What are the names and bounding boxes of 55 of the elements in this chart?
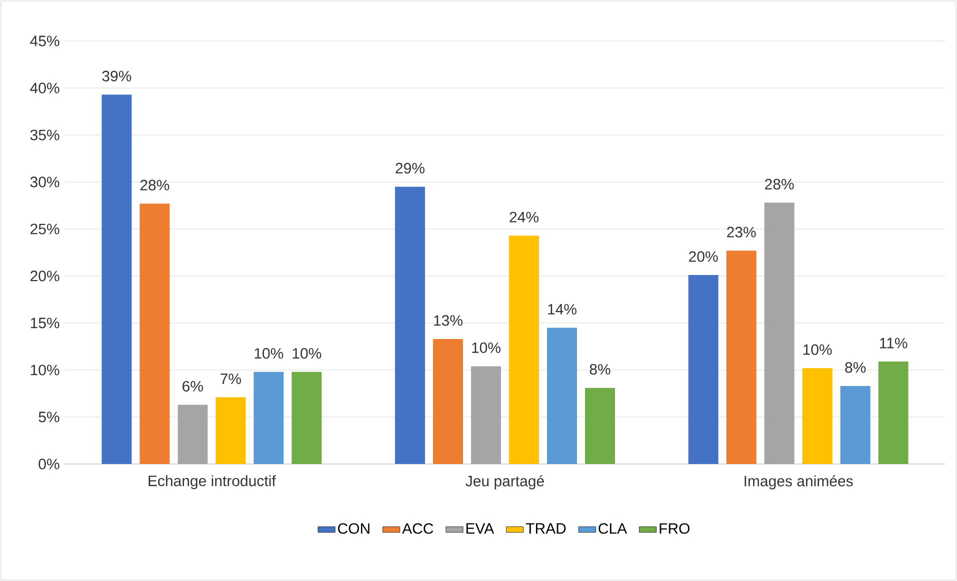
bar xyxy=(878,362,908,464)
data-label: 20% xyxy=(689,251,718,262)
bar xyxy=(102,94,132,464)
bar xyxy=(254,372,284,464)
x-tick-label: Images animées xyxy=(744,475,853,490)
bar xyxy=(178,404,208,464)
data-label: 6% xyxy=(182,380,203,392)
bar xyxy=(140,204,170,464)
x-tick-label: Jeu partagé xyxy=(466,475,544,490)
data-label: 23% xyxy=(727,226,756,238)
data-label: 7% xyxy=(220,374,241,384)
bar xyxy=(726,250,756,464)
legend-label: CLA xyxy=(598,523,628,534)
bar xyxy=(547,328,578,464)
bar xyxy=(688,275,718,464)
y-tick-label: 30% xyxy=(30,176,60,188)
data-label: 13% xyxy=(434,315,462,326)
y-tick-label: 5% xyxy=(38,412,60,422)
y-tick-label: 35% xyxy=(30,130,60,140)
data-label: 10% xyxy=(803,344,832,355)
legend-label: ACC xyxy=(402,523,434,534)
data-label: 10% xyxy=(472,342,500,354)
legend-label: EVA xyxy=(466,523,494,534)
legend-label: FRO xyxy=(660,523,690,534)
bar xyxy=(509,236,540,464)
y-tick-label: 40% xyxy=(30,82,60,94)
data-label: 8% xyxy=(845,362,866,373)
data-label: 39% xyxy=(102,70,132,82)
x-tick-label: Echange introductif xyxy=(148,475,276,490)
y-tick-label: 0% xyxy=(38,458,60,470)
y-tick-label: 25% xyxy=(30,224,60,234)
bar xyxy=(471,366,502,464)
legend-label: CON xyxy=(338,523,370,534)
data-label: 28% xyxy=(765,178,794,190)
bar xyxy=(802,368,832,464)
data-label: 28% xyxy=(140,180,170,190)
bar xyxy=(292,372,322,464)
bar xyxy=(216,397,246,464)
data-label: 10% xyxy=(292,348,322,359)
data-label: 11% xyxy=(880,338,908,348)
data-label: 24% xyxy=(510,212,538,222)
bar xyxy=(395,186,426,464)
data-label: 14% xyxy=(548,304,576,315)
bar xyxy=(433,338,464,464)
legend-label: TRAD xyxy=(526,523,566,534)
bar xyxy=(840,386,870,464)
y-tick-label: 15% xyxy=(30,318,60,328)
bar xyxy=(585,388,616,464)
y-tick-label: 10% xyxy=(30,364,60,376)
y-tick-label: 20% xyxy=(30,270,60,282)
y-tick-label: 45% xyxy=(30,36,60,46)
data-label: 10% xyxy=(254,348,284,359)
data-label: 29% xyxy=(396,162,424,174)
data-label: 8% xyxy=(590,364,610,375)
bar xyxy=(764,202,794,464)
